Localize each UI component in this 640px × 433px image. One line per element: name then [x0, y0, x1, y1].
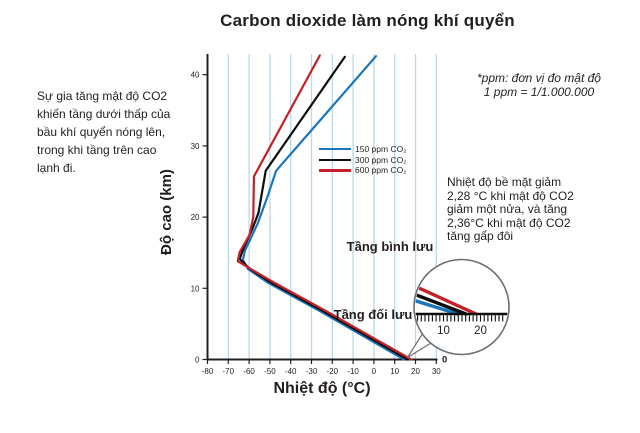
- troposphere-label: Tầng đối lưu: [333, 307, 413, 322]
- y-tick-label: 0: [195, 356, 200, 365]
- left-annotation-line: bầu khí quyển nóng lên,: [37, 125, 166, 139]
- right-axis-zero-label: 0: [442, 355, 447, 366]
- magnifier-contents: [415, 280, 508, 322]
- page-title: Carbon dioxide làm nóng khí quyển: [220, 11, 515, 30]
- stratosphere-label: Tầng bình lưu: [346, 239, 434, 254]
- surface-temperature-note: Nhiệt độ bề mặt giảm 2,28 °C khi mật độ …: [447, 175, 612, 244]
- x-tick-label: -10: [347, 367, 359, 376]
- x-tick-label: 10: [390, 367, 399, 376]
- legend-label-150ppm: 150 ppm CO₂: [355, 144, 407, 155]
- series-line-600-ppm-CO₂: [236, 54, 413, 361]
- legend-item-300ppm: 300 ppm CO₂: [319, 155, 439, 166]
- y-axis-title: Độ cao (km): [158, 169, 175, 255]
- legend-swatch-300ppm: [319, 158, 351, 162]
- x-tick-label: -40: [285, 367, 297, 376]
- series-line-150-ppm-CO₂: [241, 55, 406, 361]
- inset-series-line-300-ppm-CO₂: [415, 289, 468, 316]
- y-tick-label: 10: [191, 284, 200, 293]
- y-tick-label: 40: [191, 71, 200, 80]
- x-axis-title: Nhiệt độ (°C): [273, 380, 371, 397]
- x-tick-label: -50: [264, 367, 276, 376]
- ppm-note-line: 1 ppm = 1/1.000.000: [483, 85, 595, 99]
- left-annotation-line: trong khi tầng trên cao: [37, 143, 157, 157]
- inset-tick-label: 10: [437, 325, 450, 337]
- x-tick-label: -80: [202, 367, 214, 376]
- series-line-300-ppm-CO₂: [238, 55, 409, 361]
- left-annotation: Sự gia tăng mật độ CO2 khiến tầng dưới t…: [37, 87, 197, 177]
- legend-swatch-150ppm: [319, 148, 351, 151]
- x-tick-label: -70: [223, 367, 235, 376]
- x-tick-label: -30: [306, 367, 318, 376]
- left-annotation-line: Sự gia tăng mật độ CO2: [37, 89, 168, 103]
- legend-item-600ppm: 600 ppm CO₂: [319, 165, 439, 176]
- legend-swatch-600ppm: [319, 169, 351, 172]
- surface-note-line: giảm một nửa, và tăng: [447, 202, 568, 216]
- legend-label-600ppm: 600 ppm CO₂: [355, 165, 407, 176]
- x-tick-label: 20: [411, 367, 420, 376]
- left-annotation-line: khiến tầng dưới thấp của: [37, 107, 171, 121]
- ppm-definition-note: *ppm: đơn vị đo mật độ 1 ppm = 1/1.000.0…: [458, 71, 620, 99]
- left-annotation-line: lạnh đi.: [37, 161, 76, 175]
- x-tick-label: -60: [243, 367, 255, 376]
- chart-legend: 150 ppm CO₂ 300 ppm CO₂ 600 ppm CO₂: [319, 144, 439, 176]
- surface-note-line: 2,28 °C khi mật độ CO2: [447, 188, 574, 203]
- y-tick-label: 30: [191, 142, 200, 151]
- inset-tick-label: 20: [474, 325, 487, 337]
- legend-item-150ppm: 150 ppm CO₂: [319, 144, 439, 155]
- ppm-note-line: *ppm: đơn vị đo mật độ: [477, 71, 601, 85]
- surface-note-line: Nhiệt độ bề mặt giảm: [447, 175, 562, 189]
- x-tick-label: 30: [432, 367, 441, 376]
- x-tick-label: -20: [327, 367, 339, 376]
- surface-note-line: 2,36°C khi mật độ CO2: [447, 215, 571, 230]
- x-tick-label: 0: [372, 367, 377, 376]
- surface-note-line: tăng gấp đôi: [447, 229, 514, 243]
- legend-label-300ppm: 300 ppm CO₂: [355, 154, 407, 165]
- y-tick-label: 20: [191, 213, 200, 222]
